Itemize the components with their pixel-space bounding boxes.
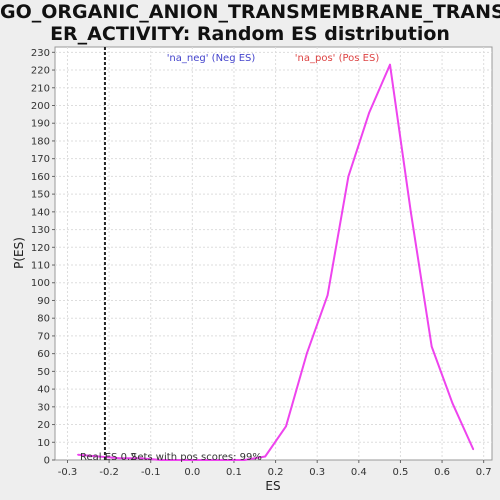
series-point xyxy=(243,459,246,461)
real-es-label: Real ES 0.2 xyxy=(80,452,136,463)
y-tick-label: 110 xyxy=(31,261,50,272)
series-point xyxy=(430,345,433,348)
series-line-pos xyxy=(77,63,475,461)
series-point xyxy=(410,211,412,213)
chart-title-line-1: GO_ORGANIC_ANION_TRANSMEMBRANE_TRANSPORT xyxy=(0,1,500,23)
y-axis-label: P(ES) xyxy=(12,237,26,269)
x-tick-label: -0.1 xyxy=(141,467,161,478)
legend-pos-entry: 'na_pos' (Pos ES) xyxy=(295,53,380,64)
series-point xyxy=(97,455,100,458)
series-point xyxy=(285,425,287,428)
plot-area xyxy=(54,46,493,461)
x-tick-label: 0.0 xyxy=(184,467,200,478)
y-tick-label: 190 xyxy=(31,119,50,130)
y-tick-label: 30 xyxy=(37,402,50,413)
series-point xyxy=(264,455,266,458)
series-point xyxy=(326,294,329,296)
y-tick-label: 80 xyxy=(37,314,50,325)
series-layer xyxy=(77,63,475,461)
y-tick-label: 0 xyxy=(44,456,50,467)
chart-title-line-2: ER_ACTIVITY: Random ES distribution xyxy=(50,23,450,45)
x-tick-label: 0.6 xyxy=(434,467,450,478)
y-tick-label: 180 xyxy=(31,136,50,147)
legend-neg-entry: 'na_neg' (Neg ES) xyxy=(167,53,256,64)
y-tick-label: 50 xyxy=(37,367,50,378)
y-tick-label: 230 xyxy=(31,48,50,59)
y-tick-label: 200 xyxy=(31,101,50,112)
y-tick-label: 160 xyxy=(31,172,50,183)
series-point xyxy=(222,459,225,461)
series-point xyxy=(451,402,454,405)
series-point xyxy=(305,352,308,355)
series-point xyxy=(389,63,391,66)
series-point xyxy=(181,459,183,461)
x-tick-label: 0.5 xyxy=(392,467,408,478)
y-tick-label: 120 xyxy=(31,243,50,254)
y-tick-label: 100 xyxy=(31,278,50,289)
x-tick-label: -0.3 xyxy=(58,467,78,478)
x-tick-label: 0.3 xyxy=(309,467,325,478)
series-point xyxy=(368,111,371,114)
x-axis-label: ES xyxy=(265,479,280,493)
x-tick-label: 0.7 xyxy=(476,467,492,478)
series-point xyxy=(160,459,162,461)
y-tick-label: 90 xyxy=(37,296,50,307)
x-tick-label: 0.4 xyxy=(351,467,367,478)
y-tick-label: 220 xyxy=(31,66,50,77)
y-tick-label: 20 xyxy=(37,420,50,431)
series-point xyxy=(347,175,350,178)
series-point xyxy=(139,457,142,460)
axis-layer: 0 10 20 30 40 50 60 70 80 90 100 110 120 130 140 150 160… xyxy=(31,48,492,478)
series-point xyxy=(201,459,204,461)
y-tick-label: 10 xyxy=(37,438,50,449)
x-tick-label: 0.2 xyxy=(268,467,284,478)
x-tick-label: 0.1 xyxy=(226,467,242,478)
series-point xyxy=(77,453,79,456)
y-tick-label: 170 xyxy=(31,154,50,165)
y-tick-label: 150 xyxy=(31,190,50,201)
x-tick-label: -0.2 xyxy=(99,467,119,478)
pos-score-annotation: Sets with pos scores: 99% xyxy=(131,452,262,463)
y-tick-label: 60 xyxy=(37,349,50,360)
series-point xyxy=(472,448,475,451)
y-tick-label: 70 xyxy=(37,331,50,342)
y-tick-label: 210 xyxy=(31,83,50,94)
y-tick-label: 140 xyxy=(31,207,50,218)
y-tick-label: 130 xyxy=(31,225,50,236)
y-tick-label: 40 xyxy=(37,385,50,396)
grid-layer xyxy=(55,47,492,460)
series-point xyxy=(118,457,121,460)
